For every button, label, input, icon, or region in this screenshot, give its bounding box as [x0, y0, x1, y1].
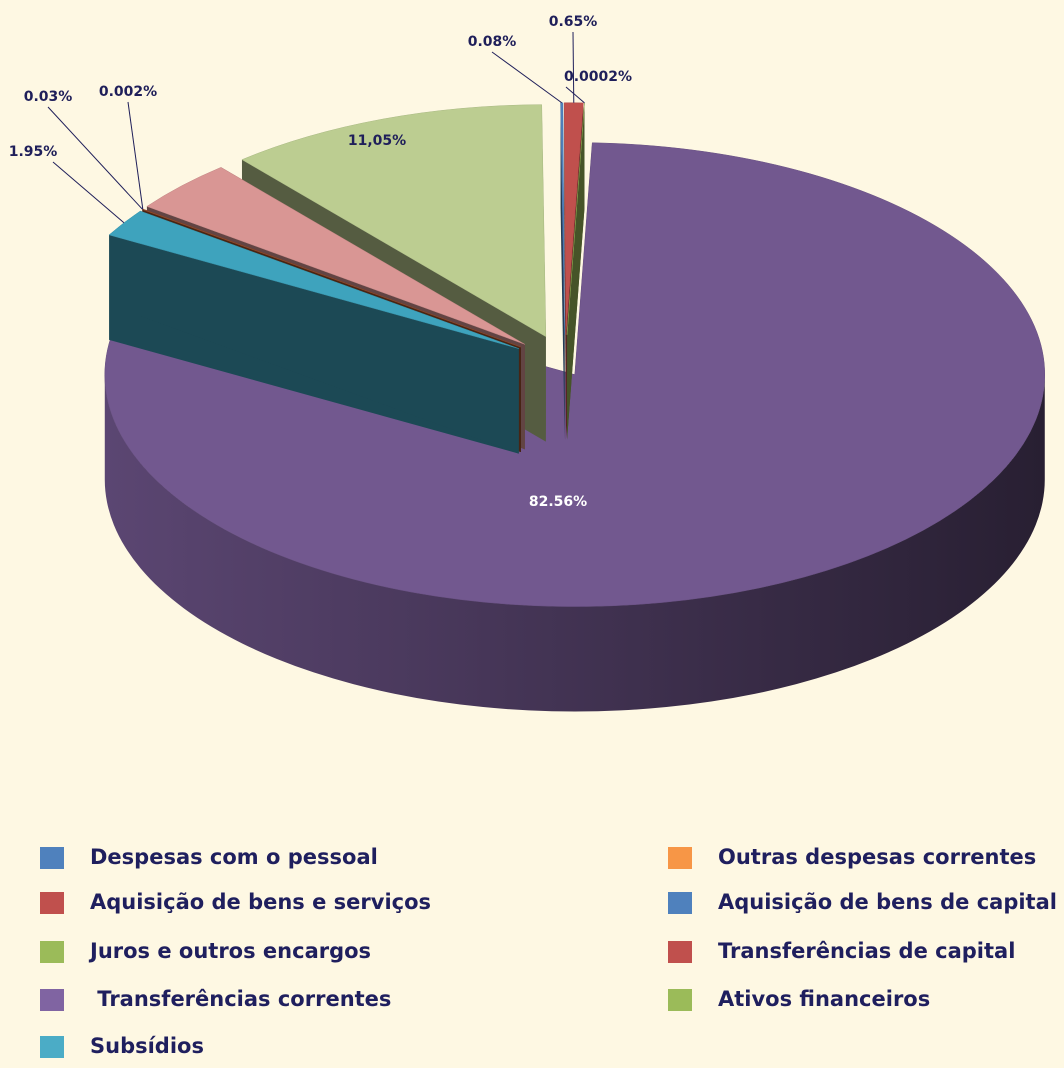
- slice: [108, 210, 519, 454]
- legend-label: Aquisição de bens e serviços: [90, 890, 431, 914]
- data-label: 0.0002%: [564, 69, 632, 85]
- legend-label: Juros e outros encargos: [88, 939, 371, 963]
- leader-line: [127, 101, 144, 210]
- legend-label: Transferências de capital: [718, 939, 1015, 963]
- slice: [560, 102, 565, 440]
- data-label: 1.95%: [9, 144, 58, 160]
- data-label: 0.65%: [549, 14, 598, 30]
- leader-line: [565, 86, 585, 104]
- legend-swatch: [40, 1036, 64, 1058]
- data-label: 82.56%: [529, 494, 587, 510]
- legend-swatch: [668, 892, 692, 914]
- data-label: 11,05%: [348, 133, 406, 149]
- leader-line: [47, 106, 143, 210]
- legend-label: Transferências correntes: [90, 987, 391, 1011]
- slice-side: [560, 102, 565, 440]
- legend-swatch: [668, 847, 692, 869]
- legend-label: Outras despesas correntes: [718, 845, 1036, 869]
- legend-swatch: [40, 941, 64, 963]
- legend-swatch: [668, 941, 692, 963]
- data-label: 0.08%: [468, 34, 517, 50]
- legend-swatch: [40, 847, 64, 869]
- leader-line: [491, 51, 563, 104]
- legend-label: Despesas com o pessoal: [90, 845, 378, 869]
- legend: Despesas com o pessoal Aquisição de bens …: [40, 845, 1057, 1058]
- legend-swatch: [40, 892, 64, 914]
- slice-side: [567, 102, 585, 440]
- legend-label: Aquisição de bens de capital: [718, 890, 1057, 914]
- legend-label: Ativos financeiros: [718, 987, 930, 1011]
- legend-swatch: [40, 989, 64, 1011]
- data-label: 0.002%: [99, 84, 157, 100]
- slice-side: [140, 211, 519, 454]
- slice-wall: [104, 374, 1045, 712]
- legend-label: Subsídios: [90, 1034, 204, 1058]
- slice-top: [146, 167, 525, 345]
- data-label: 0.03%: [24, 89, 73, 105]
- slice-top: [241, 104, 547, 338]
- slice-top: [104, 142, 1046, 607]
- leader-line: [52, 161, 125, 224]
- pie: [104, 102, 1046, 712]
- leader-line: [572, 31, 575, 103]
- labels: 0.08% 0.65% 0.0002% 82.56% 1.95% 0.03% 0.002% 1…: [9, 14, 632, 510]
- legend-swatch: [668, 989, 692, 1011]
